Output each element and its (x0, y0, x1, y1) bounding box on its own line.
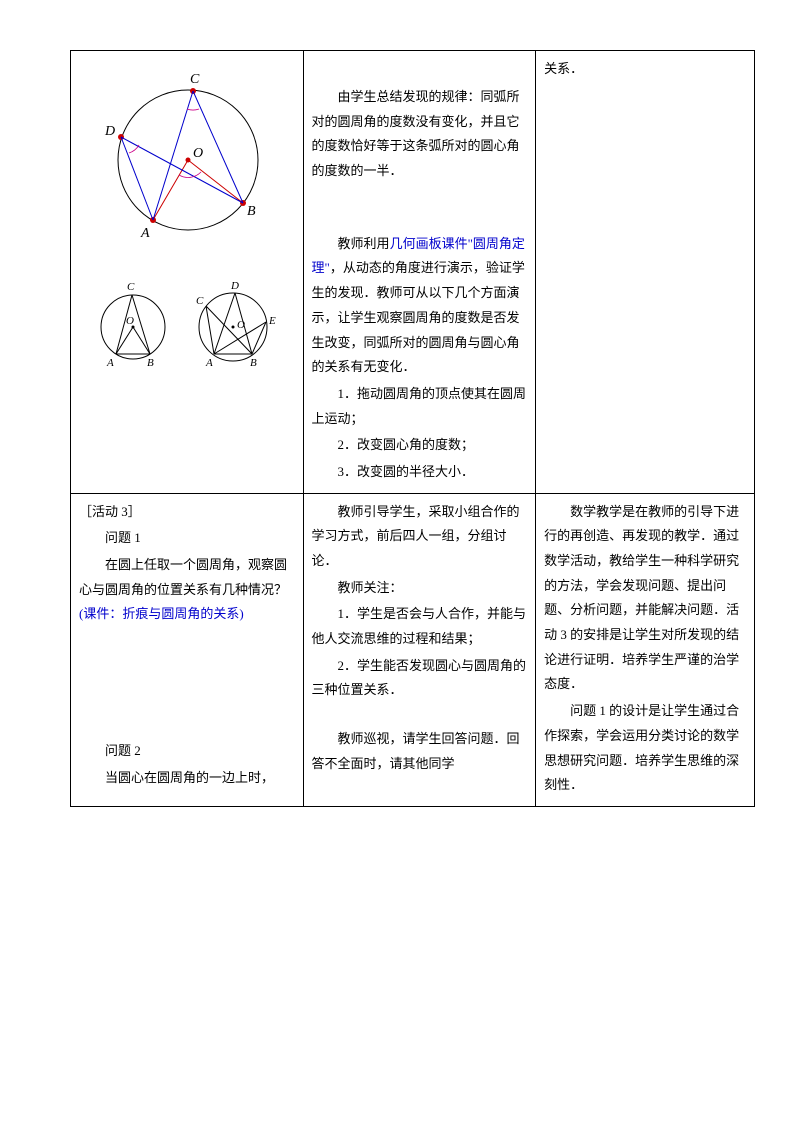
paragraph: 教师利用几何画板课件"圆周角定理"，从动态的角度进行演示，验证学生的发现．教师可… (312, 232, 528, 380)
label-A: A (140, 226, 150, 241)
figure-small-circles: O C A B O (83, 272, 291, 381)
list-item: 1．拖动圆周角的顶点使其在圆周上运动； (312, 382, 528, 431)
lesson-plan-table: C D O A B O (70, 50, 755, 807)
question-label: 问题 1 (79, 526, 295, 551)
paragraph: 当圆心在圆周角的一边上时， (79, 766, 295, 791)
cell-activity-diagrams: C D O A B O (71, 51, 304, 494)
list-item: 3．改变圆的半径大小． (312, 460, 528, 485)
list-item: 2．学生能否发现圆心与圆周角的三种位置关系． (312, 654, 528, 703)
cell-teacher-guidance-2: 教师引导学生，采取小组合作的学习方式，前后四人一组，分组讨论． 教师关注： 1．… (303, 493, 536, 806)
paragraph: 教师巡视，请学生回答问题．回答不全面时，请其他同学 (312, 727, 528, 776)
text: 在圆上任取一个圆周角，观察圆心与圆周角的位置关系有几种情况？ (79, 557, 287, 597)
figure-group: C D O A B O (79, 57, 295, 388)
paragraph: 关系． (544, 57, 746, 82)
svg-text:E: E (268, 315, 276, 327)
cell-design-intent-1: 关系． (536, 51, 755, 494)
table-row: C D O A B O (71, 51, 755, 494)
label-C: C (190, 72, 200, 87)
cell-design-intent-2: 数学教学是在教师的引导下进行的再创造、再发现的教学．通过数学活动，教给学生一种科… (536, 493, 755, 806)
text: 教师利用 (338, 236, 390, 251)
label-O: O (193, 146, 203, 161)
figure-main-circle: C D O A B (83, 65, 291, 254)
svg-text:A: A (205, 357, 213, 369)
cell-teacher-guidance-1: 由学生总结发现的规律：同弧所对的圆周角的度数没有变化，并且它的度数恰好等于这条弧… (303, 51, 536, 494)
paragraph: 由学生总结发现的规律：同弧所对的圆周角的度数没有变化，并且它的度数恰好等于这条弧… (312, 85, 528, 184)
paragraph: 问题 1 的设计是让学生通过合作探索，学会运用分类讨论的数学思想研究问题．培养学… (544, 699, 746, 798)
svg-text:C: C (196, 295, 204, 307)
paragraph: 在圆上任取一个圆周角，观察圆心与圆周角的位置关系有几种情况？ (课件：折痕与圆周… (79, 553, 295, 627)
svg-text:D: D (230, 280, 239, 292)
paragraph: 教师引导学生，采取小组合作的学习方式，前后四人一组，分组讨论． (312, 500, 528, 574)
paragraph: 教师关注： (312, 576, 528, 601)
label-D: D (104, 124, 115, 139)
courseware-link[interactable]: (课件：折痕与圆周角的关系) (79, 606, 244, 621)
svg-text:A: A (106, 357, 114, 369)
svg-text:C: C (127, 281, 135, 293)
svg-text:O: O (126, 315, 134, 327)
text: ，从动态的角度进行演示，验证学生的发现．教师可从以下几个方面演示，让学生观察圆周… (312, 260, 525, 374)
list-item: 1．学生是否会与人合作，并能与他人交流思维的过程和结果； (312, 602, 528, 651)
question-label: 问题 2 (79, 739, 295, 764)
svg-text:B: B (147, 357, 154, 369)
list-item: 2．改变圆心角的度数； (312, 433, 528, 458)
svg-text:B: B (250, 357, 257, 369)
activity-title: ［活动 3］ (79, 500, 295, 525)
cell-activity3: ［活动 3］ 问题 1 在圆上任取一个圆周角，观察圆心与圆周角的位置关系有几种情… (71, 493, 304, 806)
label-B: B (247, 204, 256, 219)
table-row: ［活动 3］ 问题 1 在圆上任取一个圆周角，观察圆心与圆周角的位置关系有几种情… (71, 493, 755, 806)
paragraph: 数学教学是在教师的引导下进行的再创造、再发现的教学．通过数学活动，教给学生一种科… (544, 500, 746, 698)
